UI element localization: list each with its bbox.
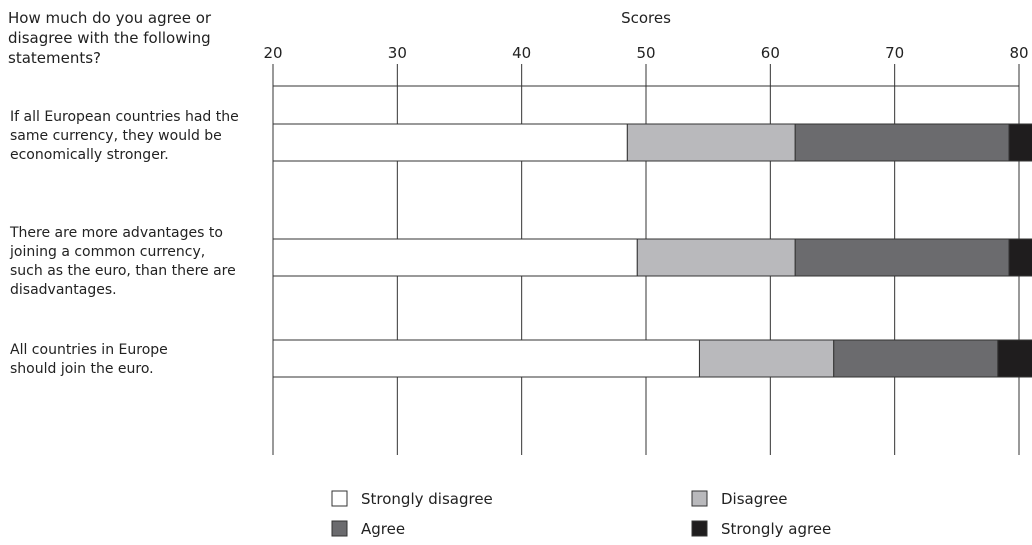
legend-label: Disagree	[721, 490, 788, 508]
bar-segment	[272, 123, 628, 162]
statement-1: If all European countries had the same c…	[10, 109, 239, 163]
bar-segment	[794, 123, 1010, 162]
legend-swatch	[331, 520, 348, 537]
x-axis-title: Scores	[621, 9, 671, 27]
question-text: How much do you agree or disagree with t…	[8, 9, 212, 67]
bar-segment	[1008, 238, 1032, 277]
bar-segment	[833, 339, 999, 378]
x-tick-label: 60	[761, 44, 780, 62]
bar-segment	[1008, 123, 1032, 162]
bar-segment	[626, 123, 796, 162]
bar-segment	[698, 339, 835, 378]
x-tick-label: 40	[512, 44, 531, 62]
legend-label: Strongly agree	[721, 520, 831, 538]
x-tick-label: 70	[885, 44, 904, 62]
legend-swatch	[691, 490, 708, 507]
bar-segment	[272, 339, 700, 378]
x-tick-label: 20	[263, 44, 282, 62]
legend-swatch	[331, 490, 348, 507]
bar-segment	[794, 238, 1010, 277]
x-tick-label: 30	[388, 44, 407, 62]
statement-2: There are more advantages to joining a c…	[10, 225, 236, 298]
legend-label: Strongly disagree	[361, 490, 493, 508]
bar-segment	[997, 339, 1032, 378]
bar-segment	[636, 238, 796, 277]
x-tick-label: 50	[636, 44, 655, 62]
x-tick-label: 80	[1009, 44, 1028, 62]
bar-segment	[272, 238, 638, 277]
legend-swatch	[691, 520, 708, 537]
statement-3: All countries in Europe should join the …	[10, 342, 168, 377]
legend-label: Agree	[361, 520, 405, 538]
